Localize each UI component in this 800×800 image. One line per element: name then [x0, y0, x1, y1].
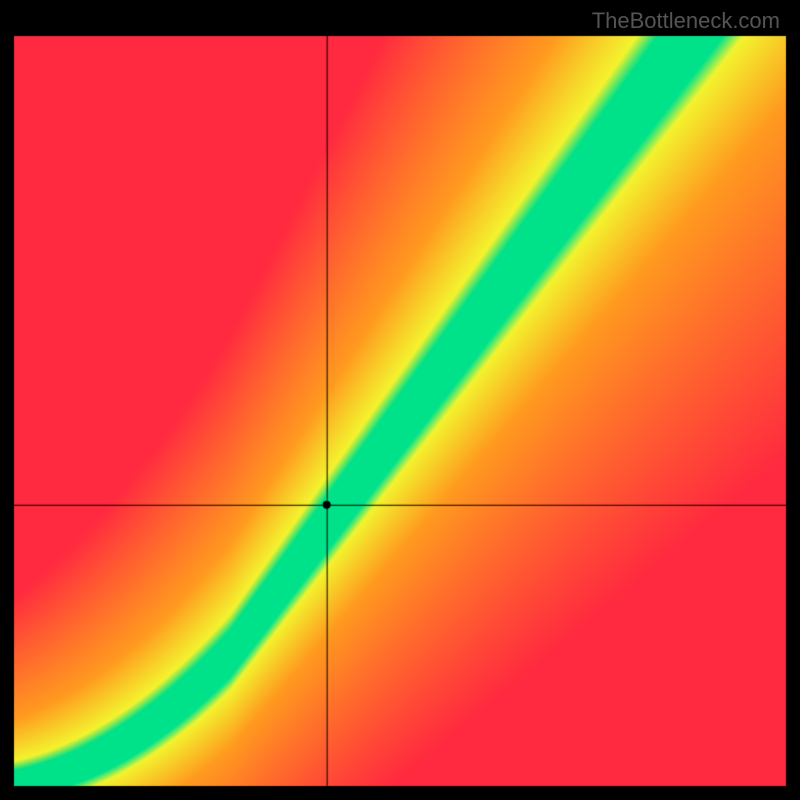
bottleneck-heatmap: [0, 0, 800, 800]
watermark-text: TheBottleneck.com: [592, 8, 780, 34]
chart-container: TheBottleneck.com: [0, 0, 800, 800]
